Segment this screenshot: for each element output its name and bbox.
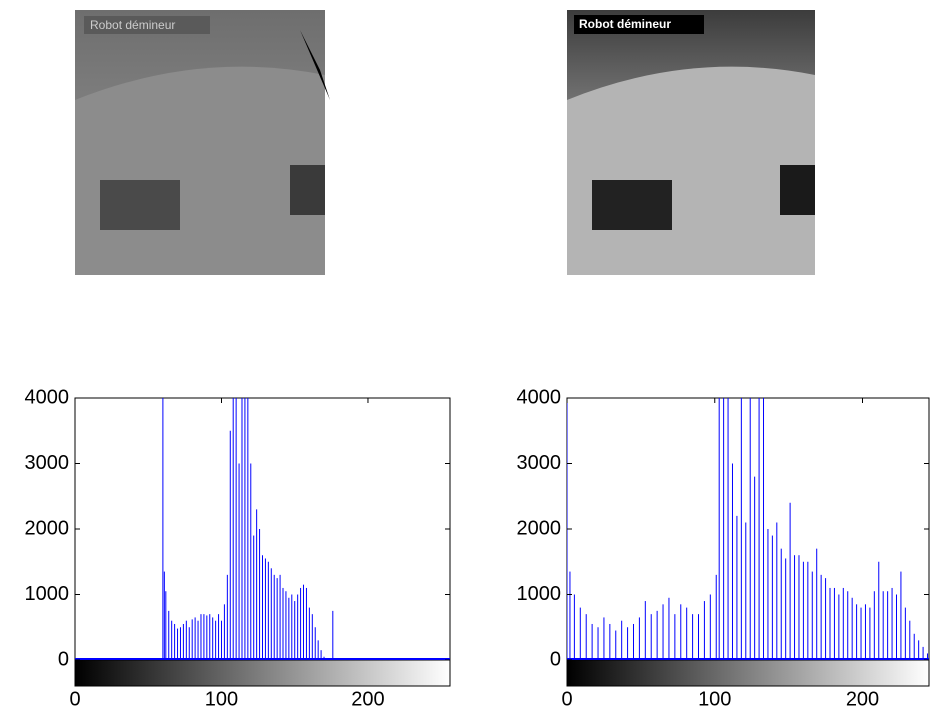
- y-tick-label: 0: [550, 648, 561, 670]
- x-tick-label: 100: [205, 688, 238, 710]
- y-tick-label: 2000: [25, 517, 70, 539]
- y-tick-label: 4000: [517, 386, 562, 408]
- x-tick-label: 100: [698, 688, 731, 710]
- y-tick-label: 3000: [25, 452, 70, 474]
- image-right: Robot démineur: [567, 10, 815, 275]
- x-tick-label: 200: [351, 688, 384, 710]
- image-label: Robot démineur: [579, 17, 671, 31]
- y-tick-label: 3000: [517, 452, 562, 474]
- x-tick-label: 200: [846, 688, 879, 710]
- histogram-axes: 0 1000 2000 3000 4000 0 100 200: [25, 333, 451, 711]
- colorbar: [567, 660, 929, 686]
- y-tick-label: 2000: [517, 517, 562, 539]
- image-label: Robot démineur: [90, 18, 175, 32]
- y-tick-label: 0: [58, 648, 69, 670]
- x-tick-label: 0: [561, 688, 572, 710]
- figure: Robot démineur Robot démineur 0100020003…: [0, 0, 930, 714]
- y-tick-label: 4000: [25, 386, 70, 408]
- image-left: Robot démineur: [75, 0, 400, 275]
- y-tick-label: 1000: [517, 583, 562, 605]
- y-tick-label: 1000: [25, 583, 70, 605]
- histogram-axes: 0 1000 2000 3000 4000 0 100 200: [517, 333, 930, 711]
- x-tick-label: 0: [69, 688, 80, 710]
- colorbar: [75, 660, 450, 686]
